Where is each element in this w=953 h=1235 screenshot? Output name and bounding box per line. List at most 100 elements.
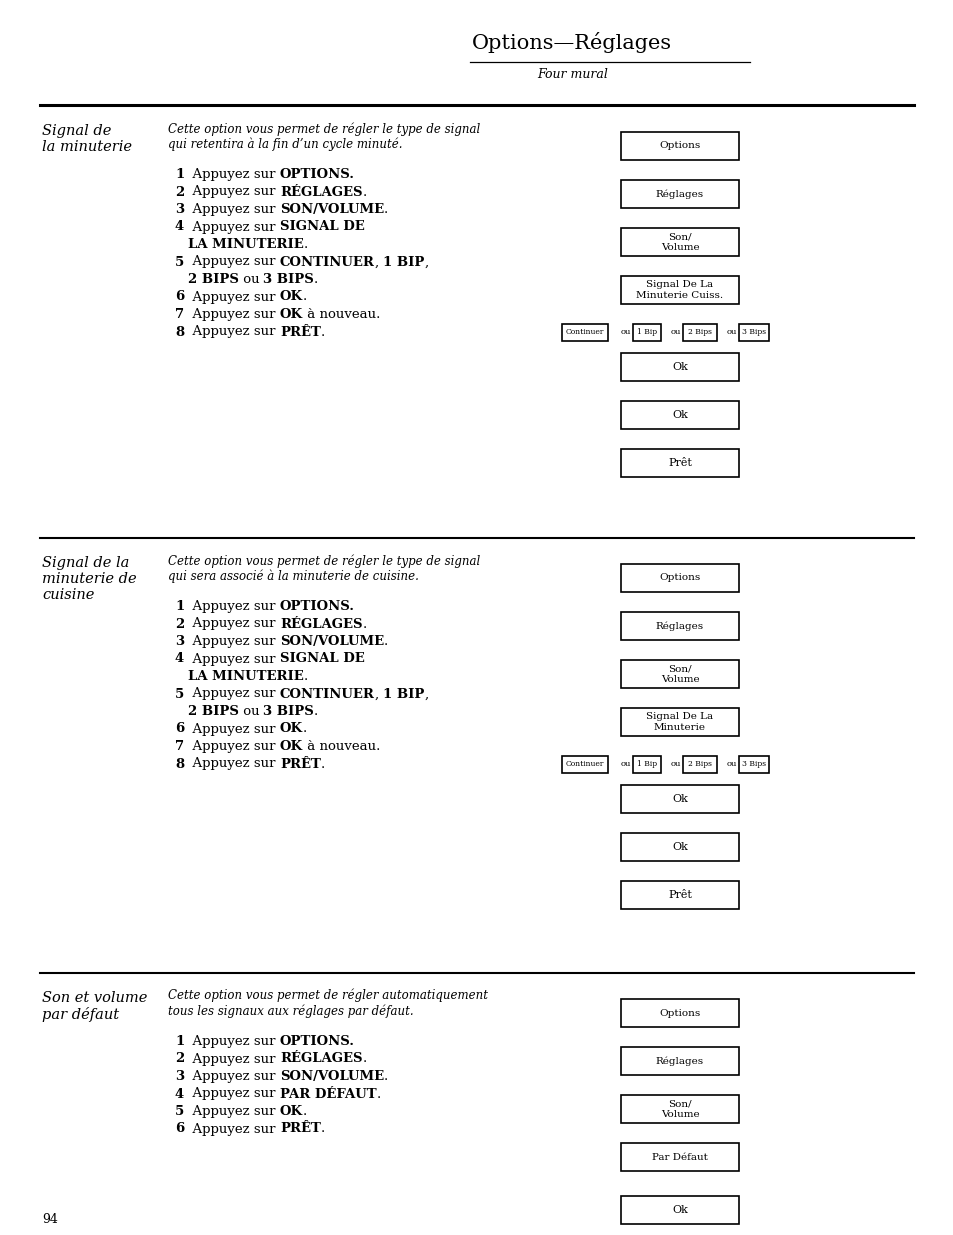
Text: 3: 3	[174, 1070, 184, 1083]
Text: 4: 4	[174, 1088, 184, 1100]
Text: 1: 1	[174, 1035, 184, 1049]
Text: 3: 3	[174, 635, 184, 648]
Text: LA MINUTERIE: LA MINUTERIE	[188, 671, 303, 683]
Text: PRÊT: PRÊT	[280, 1123, 320, 1135]
Text: RÉGLAGES: RÉGLAGES	[280, 618, 362, 631]
Text: Ok: Ok	[671, 794, 687, 804]
Text: Ok: Ok	[671, 1205, 687, 1215]
Bar	[561, 324, 607, 341]
Text: 4: 4	[174, 652, 184, 666]
Text: ,: ,	[424, 256, 428, 268]
Text: ou: ou	[620, 329, 631, 336]
Text: Son/
Volume: Son/ Volume	[660, 1099, 699, 1119]
Text: OK: OK	[280, 290, 303, 304]
Bar	[739, 756, 768, 773]
Text: 6: 6	[174, 1123, 184, 1135]
Bar	[620, 659, 739, 688]
Text: Prêt: Prêt	[667, 890, 691, 900]
Text: Appuyez sur: Appuyez sur	[184, 203, 279, 216]
Text: 5: 5	[174, 256, 184, 268]
Text: .: .	[320, 757, 325, 771]
Text: SIGNAL DE: SIGNAL DE	[280, 221, 364, 233]
Text: OK: OK	[279, 740, 303, 753]
Text: Appuyez sur: Appuyez sur	[184, 1035, 280, 1049]
Bar	[739, 324, 768, 341]
Text: Ok: Ok	[671, 362, 687, 372]
Text: .: .	[303, 290, 307, 304]
Bar	[620, 832, 739, 861]
Text: 3 BIPS: 3 BIPS	[263, 705, 314, 718]
Text: ou: ou	[620, 761, 631, 768]
Text: Options: Options	[659, 1009, 700, 1018]
Text: OPTIONS.: OPTIONS.	[280, 600, 355, 613]
Bar	[620, 1095, 739, 1123]
Text: à nouveau.: à nouveau.	[303, 740, 380, 753]
Text: .: .	[314, 273, 318, 287]
Bar	[620, 228, 739, 256]
Bar	[620, 275, 739, 304]
Text: ,: ,	[424, 688, 428, 700]
Text: OK: OK	[279, 308, 303, 321]
Text: Signal de
la minuterie: Signal de la minuterie	[42, 124, 132, 154]
Text: Appuyez sur: Appuyez sur	[184, 1123, 280, 1135]
Text: 2 Bips: 2 Bips	[687, 761, 711, 768]
Text: .: .	[362, 185, 366, 199]
Text: Options—Réglages: Options—Réglages	[472, 32, 672, 53]
Text: .: .	[320, 1123, 325, 1135]
Bar	[620, 881, 739, 909]
Text: 3 Bips: 3 Bips	[741, 761, 765, 768]
Text: à nouveau.: à nouveau.	[303, 308, 380, 321]
Text: Son et volume
par défaut: Son et volume par défaut	[42, 990, 147, 1023]
Text: Four mural: Four mural	[537, 68, 607, 82]
Text: Cette option vous permet de régler le type de signal
qui sera associé à la minut: Cette option vous permet de régler le ty…	[168, 555, 479, 583]
Text: ou: ou	[726, 329, 737, 336]
Text: 8: 8	[174, 757, 184, 771]
Text: Appuyez sur: Appuyez sur	[184, 168, 280, 182]
Text: PRÊT: PRÊT	[279, 326, 320, 338]
Text: 8: 8	[174, 326, 184, 338]
Text: SON/VOLUME: SON/VOLUME	[279, 203, 384, 216]
Text: Appuyez sur: Appuyez sur	[184, 1052, 280, 1066]
Text: Appuyez sur: Appuyez sur	[184, 290, 280, 304]
Text: Par Défaut: Par Défaut	[652, 1152, 707, 1161]
Text: LA MINUTERIE: LA MINUTERIE	[188, 238, 303, 251]
Text: .: .	[303, 1105, 307, 1118]
Bar	[620, 785, 739, 813]
Text: 5: 5	[174, 688, 184, 700]
Text: 1: 1	[174, 168, 184, 182]
Text: 1 Bip: 1 Bip	[637, 761, 657, 768]
Bar	[620, 180, 739, 207]
Text: ou: ou	[670, 761, 680, 768]
Text: ou: ou	[238, 273, 263, 287]
Text: Ok: Ok	[671, 410, 687, 420]
Text: .: .	[362, 1052, 366, 1066]
Text: .: .	[303, 671, 308, 683]
Bar	[620, 401, 739, 429]
Text: 1 BIP: 1 BIP	[383, 256, 424, 268]
Text: Signal de la
minuterie de
cuisine: Signal de la minuterie de cuisine	[42, 556, 136, 603]
Text: .: .	[384, 203, 388, 216]
Text: Appuyez sur: Appuyez sur	[184, 652, 280, 666]
Text: .: .	[376, 1088, 380, 1100]
Text: Appuyez sur: Appuyez sur	[184, 1105, 280, 1118]
Text: Réglages: Réglages	[656, 1056, 703, 1066]
Text: OPTIONS.: OPTIONS.	[280, 168, 355, 182]
Text: ,: ,	[375, 256, 383, 268]
Text: ou: ou	[238, 705, 263, 718]
Text: .: .	[303, 238, 308, 251]
Text: Continuer: Continuer	[565, 761, 603, 768]
Text: 6: 6	[174, 290, 184, 304]
Text: SON/VOLUME: SON/VOLUME	[279, 635, 384, 648]
Text: 3: 3	[174, 203, 184, 216]
Text: Appuyez sur: Appuyez sur	[184, 757, 279, 771]
Bar	[682, 324, 717, 341]
Text: 1 BIP: 1 BIP	[383, 688, 424, 700]
Text: Options: Options	[659, 142, 700, 151]
Text: Son/
Volume: Son/ Volume	[660, 664, 699, 684]
Text: 5: 5	[174, 1105, 184, 1118]
Text: Cette option vous permet de régler le type de signal
qui retentira à la fin d’un: Cette option vous permet de régler le ty…	[168, 122, 479, 151]
Text: 2 Bips: 2 Bips	[687, 329, 711, 336]
Text: Continuer: Continuer	[565, 329, 603, 336]
Text: 2: 2	[174, 1052, 184, 1066]
Bar	[620, 450, 739, 477]
